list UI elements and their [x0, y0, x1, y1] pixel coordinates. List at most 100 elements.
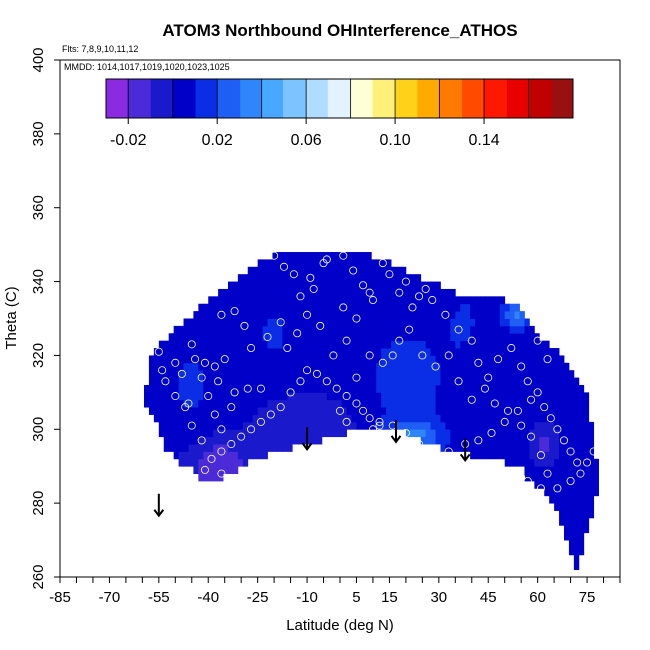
field-cell — [158, 355, 165, 364]
field-cell — [307, 414, 313, 423]
field-cell — [262, 436, 268, 445]
field-cell — [272, 377, 278, 386]
field-cell — [312, 318, 318, 327]
field-cell — [242, 281, 249, 290]
field-cell — [494, 392, 501, 401]
field-cell — [208, 444, 214, 452]
field-cell — [302, 281, 308, 290]
field-cell — [316, 370, 323, 378]
field-cell — [208, 436, 214, 445]
field-cell — [198, 392, 204, 401]
field-cell — [312, 296, 318, 305]
field-cell — [381, 377, 387, 386]
field-cell — [203, 473, 209, 482]
field-cell — [242, 370, 249, 378]
field-cell — [336, 281, 343, 290]
field-cell — [247, 370, 254, 378]
field-cell — [475, 384, 481, 393]
field-cell — [519, 325, 525, 334]
field-cell — [257, 429, 263, 438]
field-cell — [321, 274, 328, 282]
field-cell — [242, 296, 249, 305]
field-cell — [262, 362, 268, 371]
field-cell — [554, 362, 560, 371]
colorbar-swatch — [265, 79, 269, 118]
observation-point — [322, 255, 331, 264]
field-cell — [203, 377, 209, 386]
field-cell — [277, 414, 283, 423]
field-cell — [564, 473, 570, 482]
field-cell — [257, 362, 263, 371]
field-cell — [455, 318, 461, 327]
colorbar-swatch — [485, 79, 488, 118]
field-cell — [450, 340, 456, 349]
observation-point — [365, 414, 374, 423]
field-cell — [529, 377, 535, 386]
field-cell — [277, 377, 283, 386]
field-cell — [470, 311, 476, 319]
field-cell — [480, 348, 486, 356]
observation-point — [484, 373, 493, 382]
field-cell — [554, 451, 560, 460]
field-cell — [396, 325, 402, 334]
colorbar-swatch — [423, 79, 426, 118]
field-cell — [514, 348, 520, 356]
colorbar-swatch — [329, 79, 333, 118]
x-tick-label: 30 — [430, 589, 447, 606]
field-cell — [247, 296, 254, 305]
field-cell — [475, 333, 481, 342]
field-cell — [252, 296, 259, 305]
field-cell — [480, 370, 486, 378]
colorbar-swatch — [113, 79, 117, 118]
field-cell — [410, 377, 417, 386]
field-cell — [247, 281, 254, 290]
field-cell — [183, 414, 189, 423]
field-cell — [410, 392, 417, 401]
field-cell — [292, 362, 298, 371]
colorbar-swatch — [333, 79, 337, 118]
field-cell — [460, 325, 466, 334]
field-cell — [554, 384, 560, 393]
field-cell — [410, 407, 417, 415]
field-cell — [484, 414, 491, 423]
field-cell — [425, 288, 431, 297]
field-cell — [559, 392, 565, 401]
colorbar-swatch — [327, 79, 331, 118]
field-cell — [435, 414, 441, 423]
field-cell — [292, 303, 298, 312]
colorbar-swatch — [401, 79, 405, 118]
field-cell — [371, 362, 377, 371]
field-cell — [361, 348, 367, 356]
field-cell — [568, 525, 575, 534]
field-cell — [539, 466, 545, 474]
field-cell — [228, 362, 234, 371]
field-cell — [405, 421, 412, 430]
field-cell — [445, 303, 451, 312]
field-cell — [213, 392, 219, 401]
field-cell — [573, 525, 580, 534]
observation-point — [329, 351, 338, 360]
field-cell — [307, 340, 313, 349]
colorbar-swatch — [380, 79, 383, 118]
arrow-head — [459, 453, 471, 463]
field-cell — [336, 399, 343, 408]
field-cell — [331, 252, 338, 260]
field-cell — [336, 266, 343, 275]
colorbar-swatch — [368, 79, 372, 118]
field-cell — [277, 318, 283, 327]
field-cell — [272, 274, 278, 282]
field-cell — [252, 281, 259, 290]
field-cell — [514, 429, 520, 438]
field-cell — [331, 362, 338, 371]
field-cell — [391, 325, 397, 334]
field-cell — [460, 444, 466, 452]
field-cell — [252, 370, 259, 378]
field-cell — [232, 288, 239, 297]
observation-point — [576, 469, 585, 478]
field-cell — [173, 414, 179, 423]
field-cell — [228, 429, 234, 438]
field-cell — [381, 362, 387, 371]
observation-point — [158, 366, 167, 375]
field-cell — [163, 436, 170, 445]
field-cell — [188, 444, 194, 452]
